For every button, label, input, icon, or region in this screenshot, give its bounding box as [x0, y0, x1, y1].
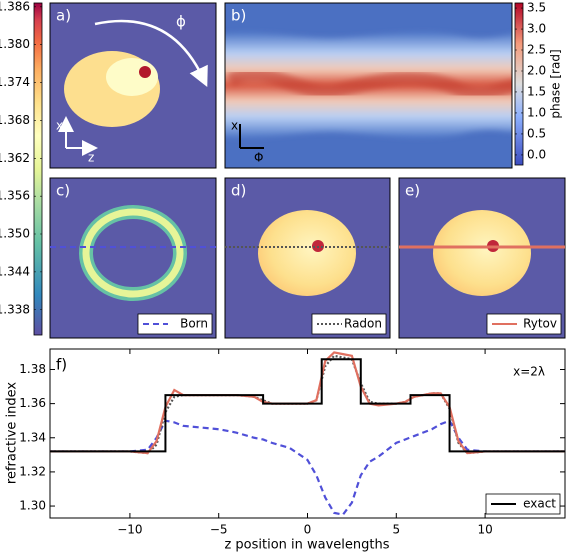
tick-label: 1.374 — [0, 75, 30, 89]
panel-label: a) — [56, 7, 71, 25]
tick-label: 2.5 — [527, 43, 546, 57]
panel-b: b) x Φ — [224, 2, 513, 169]
legend-box — [486, 313, 562, 335]
tick-label: 2.0 — [527, 63, 546, 77]
series-line — [50, 358, 565, 453]
legend-label: Rytov — [523, 317, 557, 331]
rotation-label: ϕ — [176, 13, 186, 31]
panel-label: e) — [405, 182, 420, 200]
annotation: x=2λ — [513, 365, 545, 379]
panel-d: d) — [224, 177, 391, 339]
y-tick-label: 1.38 — [19, 362, 46, 376]
panel-a: a) ϕ x z — [49, 2, 217, 169]
legend-label: exact — [523, 497, 556, 511]
y-tick-label: 1.30 — [19, 499, 46, 513]
panel-label: d) — [231, 182, 246, 200]
axis-label: x — [231, 119, 238, 133]
y-tick-label: 1.34 — [19, 430, 46, 444]
tick-label: 1.368 — [0, 113, 30, 127]
tick-label: 0.5 — [527, 126, 546, 140]
tick-label: 1.356 — [0, 189, 30, 203]
x-tick-label: 0 — [304, 523, 312, 537]
x-tick-label: −10 — [117, 523, 142, 537]
colorbar-label: phase [rad] — [549, 49, 563, 118]
plot-area — [50, 351, 565, 516]
y-tick-label: 1.36 — [19, 396, 46, 410]
y-tick-label: 1.32 — [19, 464, 46, 478]
tick-label: 1.386 — [0, 0, 30, 13]
legend-label: Born — [180, 317, 208, 331]
tick-label: 1.0 — [527, 105, 546, 119]
legend-box — [485, 493, 561, 515]
phase-colorbar — [514, 2, 524, 166]
x-tick-label: 10 — [477, 523, 492, 537]
tick-label: 1.338 — [0, 302, 30, 316]
tick-label: 1.344 — [0, 264, 30, 278]
axis-label: x — [56, 119, 63, 133]
legend-label: Radon — [344, 317, 382, 331]
plot-frame — [49, 348, 566, 519]
panel-e: e) — [398, 177, 566, 339]
axis-label: z — [88, 151, 94, 165]
panel-c: c) — [49, 177, 217, 339]
legend-box — [311, 313, 387, 335]
series-line — [50, 419, 565, 516]
tick-label: 3.5 — [527, 1, 546, 15]
tick-label: 3.0 — [527, 22, 546, 36]
panel-label: c) — [56, 182, 70, 200]
colorbar — [33, 2, 43, 336]
legend-box — [137, 313, 213, 335]
x-tick-label: −5 — [210, 523, 228, 537]
x-axis-label: z position in wavelengths — [224, 538, 389, 553]
panel-label: b) — [231, 7, 246, 25]
axis-label: Φ — [254, 151, 263, 165]
tick-label: 1.350 — [0, 227, 30, 241]
tick-label: 1.5 — [527, 84, 546, 98]
y-axis-label: refractive index — [5, 382, 20, 484]
tick-label: 0.0 — [527, 147, 546, 161]
tick-label: 1.362 — [0, 151, 30, 165]
x-tick-label: 5 — [392, 523, 400, 537]
tick-label: 1.380 — [0, 37, 30, 51]
panel-label: f) — [56, 356, 67, 374]
